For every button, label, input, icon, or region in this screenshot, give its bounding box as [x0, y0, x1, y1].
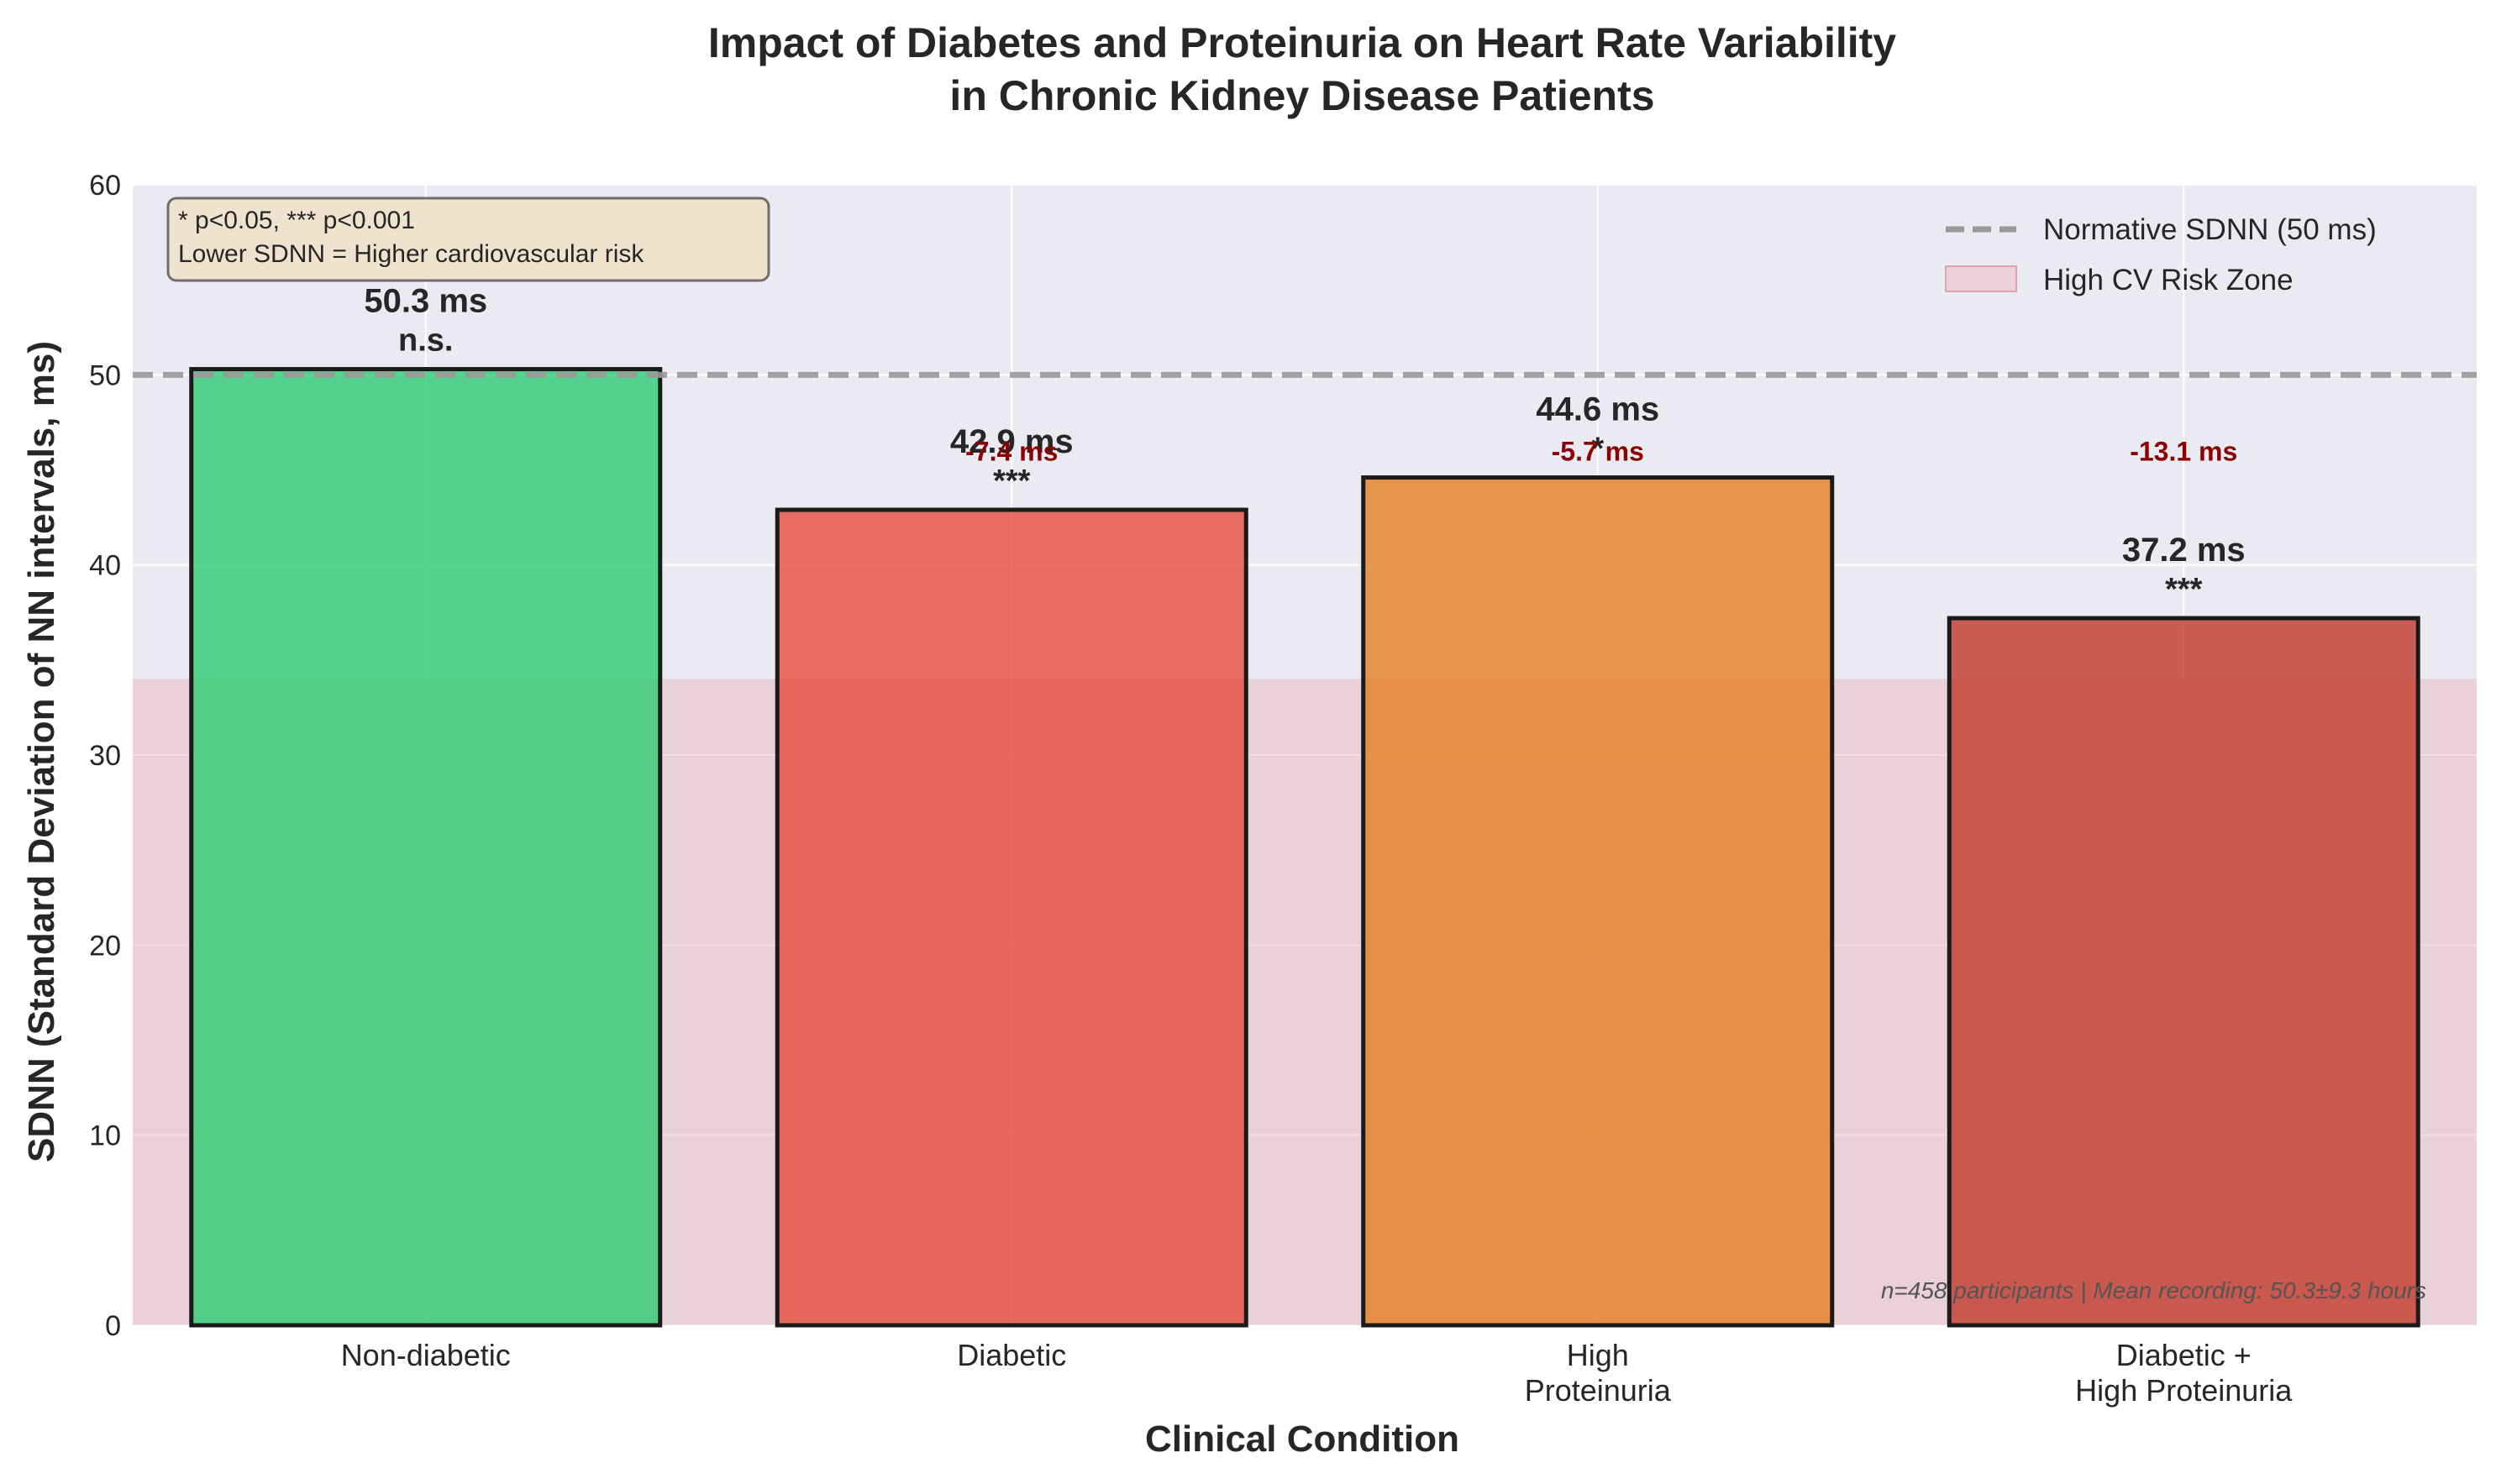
bar-value-label: 50.3 ms: [364, 283, 487, 320]
y-tick-label: 20: [89, 930, 121, 962]
y-tick-label: 10: [89, 1120, 121, 1152]
bar-difference-label: -13.1 ms: [2130, 437, 2237, 467]
bar-value-label: 44.6 ms: [1536, 391, 1659, 428]
chart-title-line-2: in Chronic Kidney Disease Patients: [949, 72, 1654, 119]
legend-risk-label: High CV Risk Zone: [2043, 264, 2294, 296]
x-tick-label: High Proteinuria: [2075, 1373, 2293, 1408]
legend-risk-swatch: [1945, 265, 2017, 292]
bar-value-label: 42.9 ms: [950, 423, 1074, 460]
bar-significance-label: *: [1591, 432, 1604, 467]
bars: [189, 367, 2420, 1328]
chart-title-line-1: Impact of Diabetes and Proteinuria on He…: [708, 19, 1896, 66]
x-tick-label: Non-diabetic: [341, 1338, 511, 1372]
bar-significance-label: ***: [2165, 572, 2203, 607]
bar-significance-label: n.s.: [398, 323, 453, 359]
y-axis-label: SDNN (Standard Deviation of NN intervals…: [21, 341, 62, 1162]
legend: Normative SDNN (50 ms) High CV Risk Zone: [1945, 213, 2377, 296]
bar-0: [189, 367, 663, 1328]
y-tick-label: 40: [89, 550, 121, 582]
x-tick-label: Proteinuria: [1525, 1373, 1672, 1408]
bar-labels: 50.3 msn.s.42.9 ms***44.6 ms*37.2 ms***-…: [364, 283, 2245, 607]
footnote: n=458 participants | Mean recording: 50.…: [1881, 1277, 2426, 1303]
bar-3: [1947, 616, 2420, 1328]
y-tick-label: 30: [89, 740, 121, 772]
bar-significance-label: ***: [993, 464, 1031, 499]
bar-1: [775, 507, 1248, 1328]
y-tick-label: 0: [105, 1310, 121, 1342]
annotation-line-1: * p<0.05, *** p<0.001: [178, 207, 415, 234]
axis-ticks: 0 10 20 30 40 50 60 Non-diabetic Diabetic HighPro…: [89, 170, 2293, 1408]
x-tick-label: Diabetic +: [2116, 1338, 2252, 1372]
annotation-line-2: Lower SDNN = Higher cardiovascular risk: [178, 240, 644, 268]
legend-reference-label: Normative SDNN (50 ms): [2043, 213, 2377, 246]
y-tick-label: 60: [89, 170, 121, 202]
bar-value-label: 37.2 ms: [2122, 532, 2246, 569]
x-tick-label: High: [1567, 1338, 1629, 1372]
y-tick-label: 50: [89, 359, 121, 391]
x-axis-label: Clinical Condition: [1145, 1418, 1459, 1460]
bar-difference-label: -7.4 ms: [965, 437, 1058, 467]
x-tick-label: Diabetic: [957, 1338, 1066, 1372]
bar-difference-label: -5.7 ms: [1552, 437, 1644, 467]
bar-2: [1361, 475, 1835, 1328]
annotation-box: * p<0.05, *** p<0.001 Lower SDNN = Highe…: [166, 197, 770, 282]
